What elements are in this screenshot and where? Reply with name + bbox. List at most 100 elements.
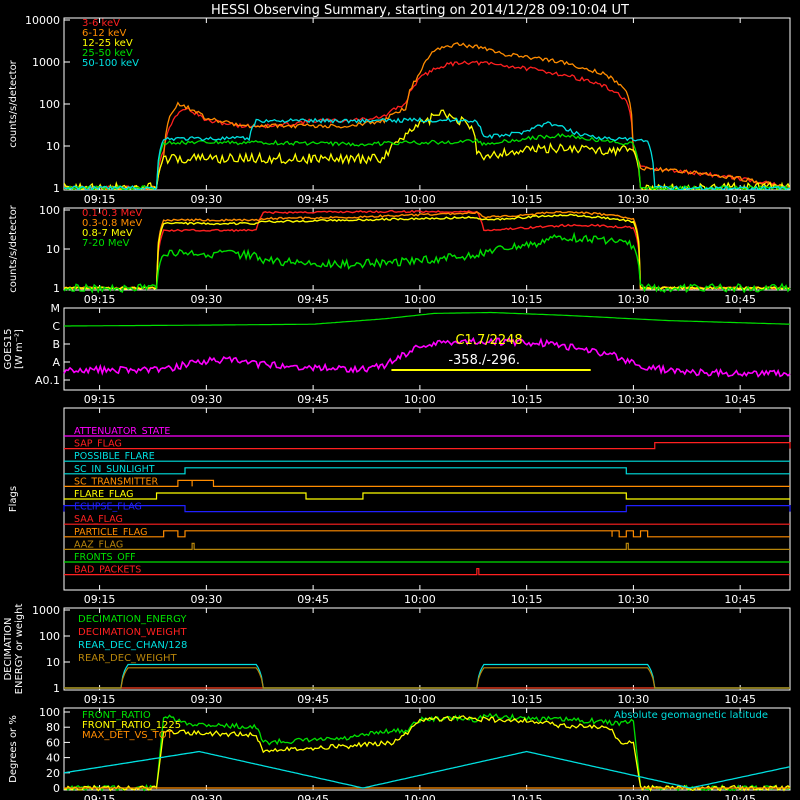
flag-label: ECLIPSE_FLAG (74, 502, 142, 513)
flag-line-eclipse-flag (63, 505, 791, 513)
x-tick-label: 10:45 (724, 293, 756, 306)
y-tick-label: 0 (53, 782, 60, 795)
legend-entry: 25-50 keV (82, 48, 133, 59)
y-tick-label: 1 (53, 182, 60, 195)
series-line-12-25-kev (64, 109, 790, 190)
y-axis-label: GOES15 (3, 328, 14, 369)
y-axis-label: Flags (8, 486, 19, 512)
y-tick-label: A0.1 (35, 374, 60, 387)
x-tick-label: 09:15 (84, 293, 116, 306)
flare-position-annotation: -358./-296. (448, 353, 520, 368)
x-tick-label: 10:45 (724, 693, 756, 706)
x-tick-label: 09:15 (84, 693, 116, 706)
panel-frame-goes (63, 307, 791, 391)
y-tick-label: 1000 (32, 56, 60, 69)
x-tick-label: 10:45 (724, 793, 756, 800)
y-tick-label: C (52, 320, 60, 333)
x-tick-label: 10:00 (404, 393, 436, 406)
flag-label: ATTENUATOR_STATE (74, 426, 170, 437)
legend-entry: REAR_DEC_WEIGHT (78, 653, 177, 664)
legend-entry: 3-6 keV (82, 18, 120, 29)
flag-line-flare-flag (64, 492, 790, 500)
series-line-absolute-geomagnetic-latitude (63, 750, 791, 789)
flag-label: FRONTS_OFF (74, 552, 136, 563)
flag-line-aaz-flag (64, 542, 790, 551)
x-tick-label: 10:45 (724, 393, 756, 406)
x-tick-label: 10:30 (618, 293, 650, 306)
flag-label: SC_TRANSMITTER (74, 476, 159, 487)
flag-line-sap-flag (64, 442, 791, 450)
x-tick-label: 10:15 (511, 593, 543, 606)
legend-entry: 12-25 keV (82, 38, 133, 49)
x-tick-label: 09:15 (84, 393, 116, 406)
y-tick-label: M (51, 302, 61, 315)
legend-entry: 7-20 MeV (82, 238, 130, 249)
x-tick-label: 10:45 (724, 193, 756, 206)
legend-entry: MAX_DET_VS_TOT (82, 730, 174, 741)
x-tick-label: 09:30 (191, 193, 223, 206)
flag-label: AAZ_FLAG (74, 539, 123, 550)
y-tick-label: 10000 (25, 14, 60, 27)
series-line-0-3-0-8-mev (63, 210, 791, 291)
y-tick-label: 100 (39, 706, 60, 719)
legend-entry: 0.1-0.3 MeV (82, 208, 142, 219)
y-tick-label: 1 (53, 282, 60, 295)
right-axis-label: Absolute geomagnetic latitude (614, 710, 768, 721)
y-tick-label: 10 (46, 656, 60, 669)
y-tick-label: 10 (46, 140, 60, 153)
x-tick-label: 10:30 (618, 193, 650, 206)
y-tick-label: 10 (46, 243, 60, 256)
x-tick-label: 09:15 (84, 593, 116, 606)
x-tick-label: 10:15 (511, 293, 543, 306)
flag-label: FLARE_FLAG (74, 489, 134, 500)
flare-class-annotation: C1.7/2248 (455, 333, 522, 348)
series-line-long (64, 311, 791, 327)
x-tick-label: 09:30 (191, 393, 223, 406)
panel-frame-ratio (63, 707, 791, 791)
y-tick-label: 1 (53, 682, 60, 695)
series-line-rear-dec-weight (64, 667, 790, 689)
x-tick-label: 09:45 (297, 693, 329, 706)
x-tick-label: 10:30 (618, 793, 650, 800)
x-tick-label: 09:30 (191, 593, 223, 606)
y-tick-label: 20 (46, 767, 60, 780)
series-line-7-20-mev (63, 231, 791, 294)
x-tick-label: 09:45 (297, 793, 329, 800)
legend-entry: FRONT_RATIO_1225 (82, 720, 181, 731)
flag-line-sc-in-sunlight (64, 467, 790, 475)
flag-label: SAP_FLAG (74, 439, 122, 450)
legend-entry: 50-100 keV (82, 58, 139, 69)
flag-line-sc-transmitter (64, 479, 790, 487)
flag-line-bad-packets (64, 567, 790, 576)
y-tick-label: B (52, 338, 60, 351)
flag-label: BAD_PACKETS (74, 565, 141, 576)
x-tick-label: 10:00 (404, 193, 436, 206)
y-axis-label: [W m⁻²] (14, 329, 25, 369)
x-tick-label: 09:30 (191, 293, 223, 306)
legend-entry: FRONT_RATIO (82, 710, 151, 721)
legend-entry: DECIMATION_WEIGHT (78, 627, 187, 638)
flag-label: SC_IN_SUNLIGHT (74, 464, 155, 475)
y-axis-label: counts/s/detector (8, 204, 19, 292)
x-tick-label: 09:45 (297, 193, 329, 206)
x-tick-label: 10:00 (404, 793, 436, 800)
y-tick-label: 100 (39, 204, 60, 217)
series-line-short (63, 336, 791, 378)
legend-entry: DECIMATION_ENERGY (78, 614, 187, 625)
x-tick-label: 10:30 (618, 393, 650, 406)
x-tick-label: 10:00 (404, 593, 436, 606)
y-axis-label: Degrees or % (8, 715, 19, 783)
y-axis-label: DECIMATION (3, 617, 14, 680)
x-tick-label: 09:15 (84, 193, 116, 206)
y-tick-label: 1000 (32, 604, 60, 617)
series-line-front-ratio-1225 (63, 715, 791, 792)
x-tick-label: 09:30 (191, 793, 223, 800)
x-tick-label: 10:15 (511, 793, 543, 800)
x-tick-label: 09:45 (297, 393, 329, 406)
legend-entry: REAR_DEC_CHAN/128 (78, 640, 187, 651)
legend-entry: 0.3-0.8 MeV (82, 218, 142, 229)
figure-title: HESSI Observing Summary, starting on 201… (211, 3, 629, 18)
x-tick-label: 10:30 (618, 593, 650, 606)
panel-frame-decimation (63, 607, 791, 691)
